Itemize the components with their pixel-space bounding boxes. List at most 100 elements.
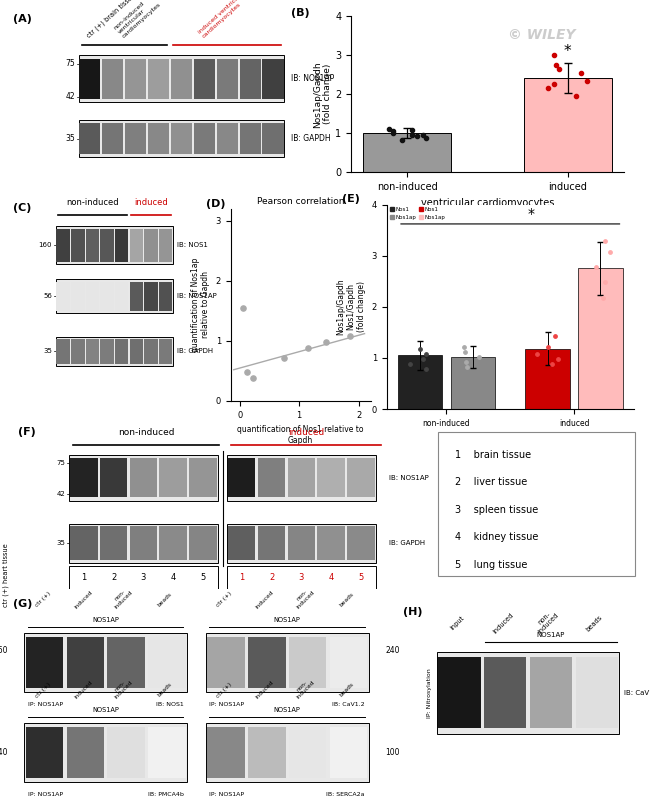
- Point: [552, 353, 563, 366]
- Text: 1: 1: [81, 573, 86, 582]
- Bar: [86, 229, 99, 261]
- Text: 5: 5: [358, 573, 363, 582]
- Bar: [578, 269, 623, 409]
- Bar: [144, 338, 158, 364]
- Bar: [248, 637, 285, 687]
- Point: [591, 261, 601, 273]
- Point: [421, 363, 432, 375]
- Bar: [102, 123, 124, 154]
- Bar: [330, 727, 367, 778]
- Bar: [194, 123, 215, 154]
- Bar: [66, 727, 104, 778]
- Text: beads: beads: [339, 682, 355, 699]
- Bar: [148, 123, 169, 154]
- Bar: [79, 59, 101, 99]
- Point: [554, 63, 565, 75]
- Bar: [79, 120, 285, 156]
- Point: [458, 340, 469, 353]
- Bar: [24, 633, 187, 692]
- Point: [417, 129, 428, 142]
- X-axis label: ventricular cardiomyocytes: ventricular cardiomyocytes: [421, 198, 554, 208]
- Bar: [525, 349, 570, 409]
- Text: ctr (+): ctr (+): [216, 591, 233, 608]
- Point: [532, 347, 542, 360]
- Bar: [129, 338, 143, 364]
- Text: 75: 75: [56, 460, 65, 466]
- Bar: [71, 282, 84, 310]
- Point: [397, 134, 408, 147]
- Bar: [258, 458, 285, 497]
- Bar: [205, 723, 369, 782]
- Text: ctr (+): ctr (+): [34, 591, 51, 608]
- Text: induced: induced: [255, 589, 275, 610]
- Bar: [240, 123, 261, 154]
- Point: [461, 355, 471, 368]
- Text: 100: 100: [385, 748, 400, 757]
- Bar: [216, 59, 238, 99]
- Text: non-induced: non-induced: [118, 427, 174, 436]
- Bar: [129, 282, 143, 310]
- Text: ctr (+): ctr (+): [34, 682, 51, 699]
- Bar: [148, 727, 185, 778]
- Text: 5: 5: [200, 573, 205, 582]
- Text: 160: 160: [0, 646, 7, 655]
- Text: IP: Nitrosylation: IP: Nitrosylation: [427, 668, 432, 718]
- Text: 2    liver tissue: 2 liver tissue: [455, 477, 527, 487]
- Bar: [194, 59, 215, 99]
- Bar: [86, 282, 99, 310]
- Text: IB: NOS1AP: IB: NOS1AP: [177, 294, 216, 299]
- Bar: [258, 526, 285, 561]
- Bar: [71, 338, 84, 364]
- Point: [604, 245, 615, 258]
- Bar: [317, 526, 345, 561]
- Text: induced: induced: [73, 589, 94, 610]
- Bar: [171, 123, 192, 154]
- Bar: [70, 526, 98, 561]
- Title: Pearson correlation: Pearson correlation: [257, 197, 344, 206]
- Text: IB: NOS1AP: IB: NOS1AP: [291, 75, 334, 83]
- Bar: [576, 658, 618, 728]
- Text: 35: 35: [66, 134, 75, 143]
- Text: 35: 35: [43, 348, 52, 354]
- Text: (G): (G): [13, 599, 32, 610]
- Bar: [148, 637, 185, 687]
- Point: [388, 124, 398, 137]
- Bar: [439, 658, 480, 728]
- Bar: [207, 727, 245, 778]
- Text: © WILEY: © WILEY: [508, 28, 576, 42]
- Bar: [130, 526, 157, 561]
- Point: [344, 330, 355, 342]
- Point: [542, 82, 552, 95]
- Text: IB: SERCA2a: IB: SERCA2a: [326, 792, 365, 797]
- Bar: [398, 355, 443, 409]
- Bar: [228, 526, 255, 561]
- Point: [549, 49, 560, 62]
- Bar: [189, 458, 216, 497]
- X-axis label: ventricular cardiomyocytes: ventricular cardiomyocytes: [458, 433, 563, 442]
- Point: [384, 122, 395, 135]
- Point: [582, 74, 592, 87]
- Bar: [263, 123, 283, 154]
- Text: 4    kidney tissue: 4 kidney tissue: [455, 533, 538, 542]
- Bar: [100, 458, 127, 497]
- Bar: [79, 55, 285, 103]
- Text: (H): (H): [403, 607, 422, 618]
- Bar: [115, 282, 129, 310]
- Point: [421, 132, 432, 144]
- Bar: [71, 229, 84, 261]
- Text: induced ventricular
cardiomyocytes: induced ventricular cardiomyocytes: [197, 0, 250, 39]
- Text: NOS1AP: NOS1AP: [274, 617, 300, 623]
- Text: 4: 4: [170, 573, 176, 582]
- Bar: [107, 637, 145, 687]
- Text: (D): (D): [205, 199, 225, 209]
- Bar: [100, 338, 114, 364]
- Bar: [159, 458, 187, 497]
- Text: non-induced
ventricular
cardiomyocytes: non-induced ventricular cardiomyocytes: [113, 0, 162, 39]
- Point: [303, 342, 313, 354]
- Text: ctr (+): ctr (+): [216, 682, 233, 699]
- Text: IB: NOS1AP: IB: NOS1AP: [389, 475, 428, 480]
- Bar: [216, 123, 238, 154]
- Bar: [115, 338, 129, 364]
- Text: induced: induced: [73, 680, 94, 700]
- Bar: [288, 458, 315, 497]
